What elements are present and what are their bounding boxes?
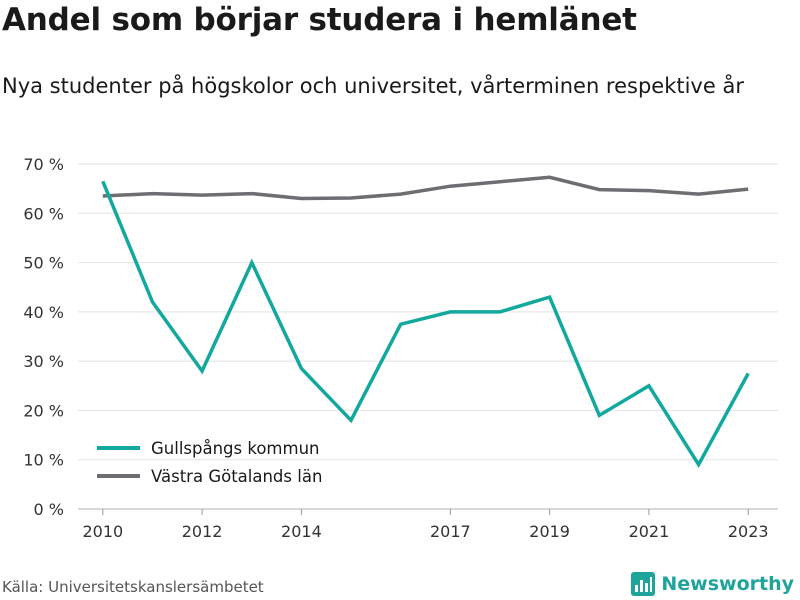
legend-label: Västra Götalands län [151, 467, 322, 486]
legend-label: Gullspångs kommun [151, 439, 320, 458]
y-tick-label: 10 % [23, 451, 64, 470]
series-line-gullsp-ngs-kommun [101, 180, 750, 469]
y-tick-label: 70 % [23, 155, 64, 174]
line-chart: 0 % 10 % 20 % 30 % 40 % 50 % 60 % 70 % 2010 2012… [23, 155, 778, 541]
bar-chart-logo-icon [631, 572, 656, 596]
y-tick-label: 60 % [23, 204, 64, 223]
x-axis-ticks: 2010 2012 2014 2017 2019 2021 2023 [82, 509, 769, 541]
x-tick-label: 2014 [281, 522, 322, 541]
x-tick-label: 2021 [629, 522, 670, 541]
series-line-v-stra-g-talands-l-n [102, 175, 749, 201]
source-note: Källa: Universitetskanslersämbetet [2, 578, 264, 596]
chart-subtitle: Nya studenter på högskolor och universit… [2, 74, 744, 98]
chart-title: Andel som börjar studera i hemlänet [2, 2, 637, 38]
x-tick-label: 2023 [728, 522, 769, 541]
legend: Gullspångs kommun Västra Götalands län [97, 439, 322, 486]
brand-logo: Newsworthy [631, 570, 794, 598]
y-tick-label: 50 % [23, 254, 64, 273]
y-axis-ticks: 0 % 10 % 20 % 30 % 40 % 50 % 60 % 70 % [23, 155, 64, 519]
x-tick-label: 2012 [182, 522, 223, 541]
brand-name: Newsworthy [661, 573, 794, 595]
y-tick-label: 0 % [34, 500, 64, 519]
y-tick-label: 20 % [23, 401, 64, 420]
grid-lines [78, 163, 778, 510]
y-tick-label: 30 % [23, 352, 64, 371]
y-tick-label: 40 % [23, 303, 64, 322]
x-tick-label: 2017 [430, 522, 471, 541]
x-tick-label: 2019 [529, 522, 570, 541]
x-tick-label: 2010 [82, 522, 123, 541]
series-lines [101, 175, 750, 469]
